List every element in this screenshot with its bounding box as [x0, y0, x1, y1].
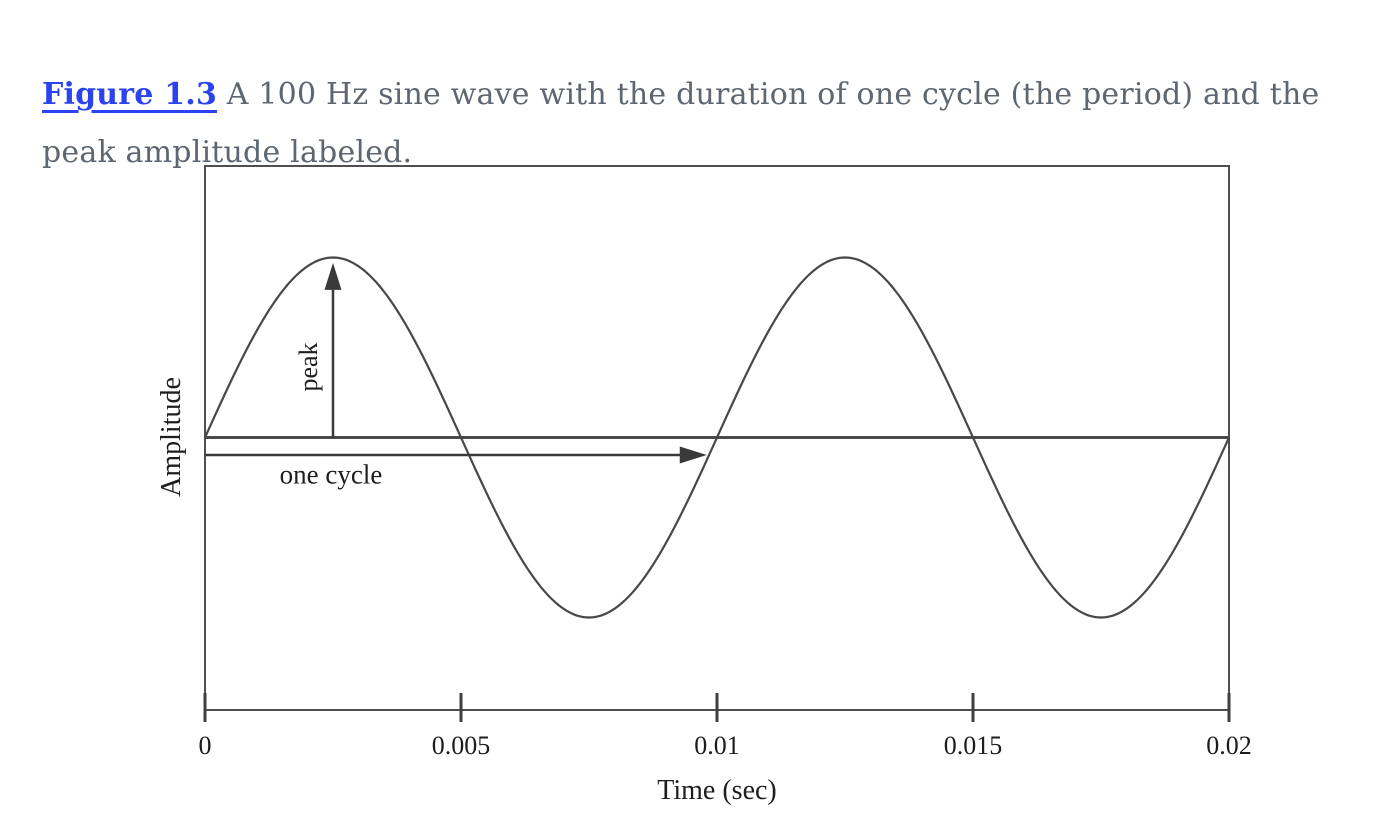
y-axis-label: Amplitude — [156, 377, 187, 497]
figure-caption: Figure 1.3 A 100 Hz sine wave with the d… — [42, 66, 1382, 182]
x-axis-ticks — [203, 693, 1231, 722]
one-cycle-annotation-label: one cycle — [279, 459, 383, 490]
one-cycle-arrowhead-icon — [679, 446, 707, 464]
x-tick-label: 0.015 — [943, 731, 1003, 760]
peak-annotation-label: peak — [294, 342, 323, 392]
x-tick-label: 0.01 — [694, 731, 740, 760]
x-tick-label: 0 — [198, 731, 212, 760]
peak-arrowhead-icon — [324, 262, 342, 290]
sine-wave-line — [203, 256, 1231, 619]
x-tick-label: 0.005 — [431, 731, 491, 760]
x-tick-label: 0.02 — [1206, 731, 1252, 760]
plot-area — [203, 165, 1231, 722]
figure-number-link[interactable]: Figure 1.3 — [42, 77, 218, 112]
caption-text-line1: A 100 Hz sine wave with the duration of … — [226, 77, 1320, 112]
x-axis-label: Time (sec) — [657, 775, 777, 806]
caption-text-line2: peak amplitude labeled. — [42, 135, 413, 170]
